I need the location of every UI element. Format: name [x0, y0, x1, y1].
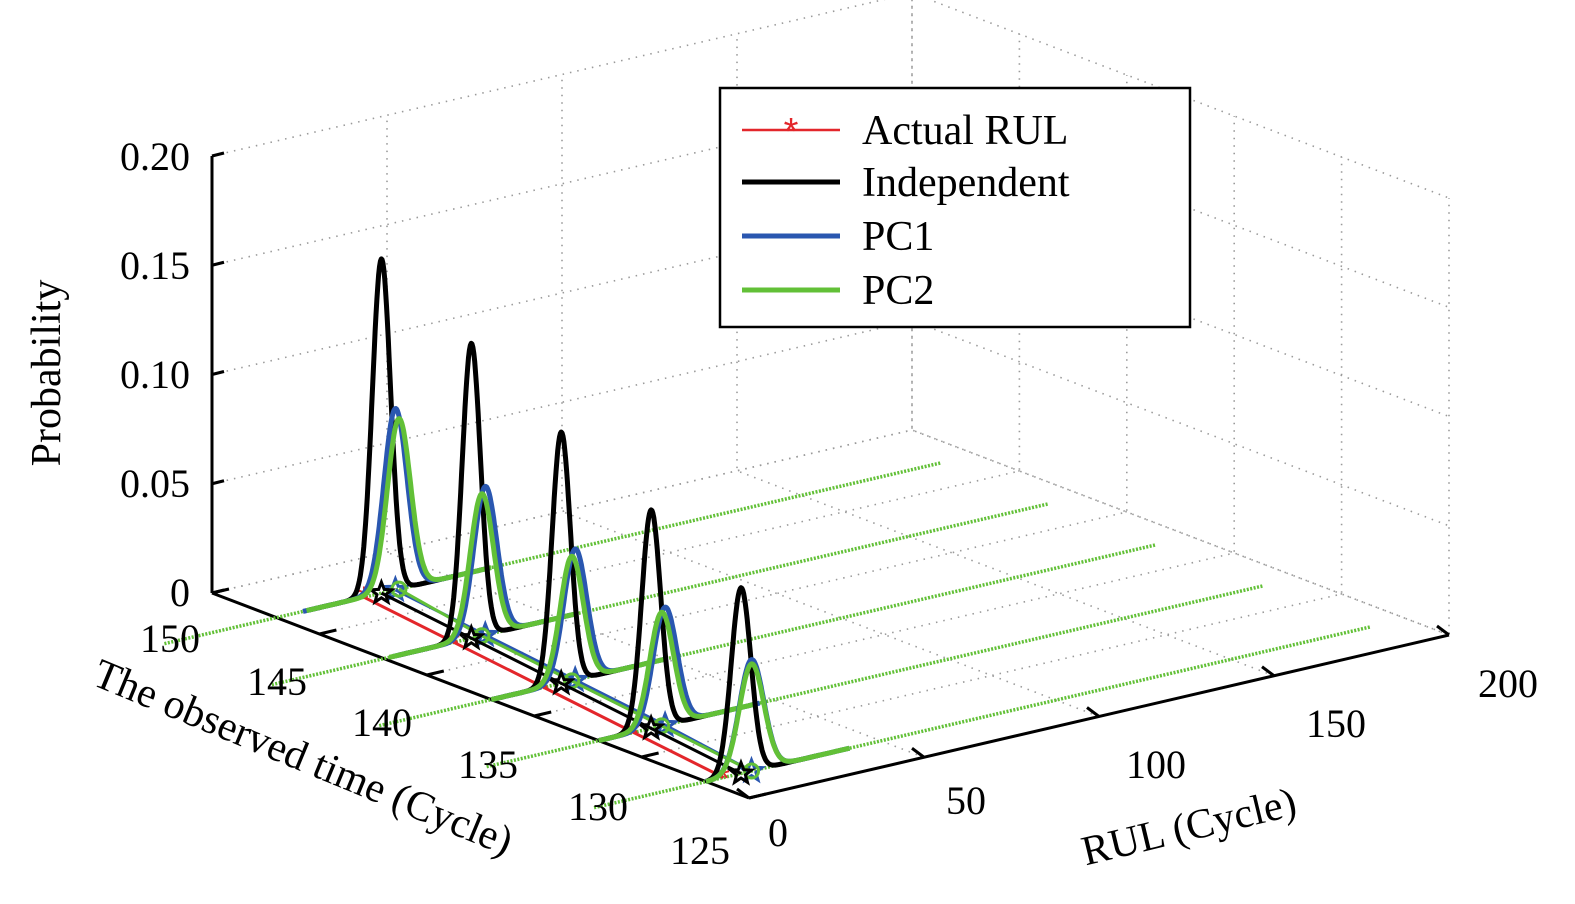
pc2-pdf-curve — [704, 661, 852, 784]
x-tick — [1086, 706, 1100, 718]
y-tick-label: 135 — [458, 742, 518, 787]
tick-labels: 0 0.05 0.10 0.15 0.20 150 145 140 135 13… — [120, 134, 1538, 873]
independent-mean-marker — [456, 622, 486, 651]
z-tick — [211, 370, 225, 376]
y-tick — [319, 628, 337, 636]
x-tick — [911, 747, 925, 759]
z-tick-label: 0.10 — [120, 352, 190, 397]
actual-rul-marker: * — [717, 761, 729, 797]
pc2-pdf-curve — [304, 416, 493, 614]
z-axis-label: Probability — [24, 280, 70, 467]
x-tick — [1261, 665, 1275, 677]
y-tick-label: 125 — [670, 828, 730, 873]
y-tick-label: 130 — [568, 784, 628, 829]
y-tick-label: 145 — [247, 659, 307, 704]
x-tick-label: 150 — [1306, 701, 1366, 746]
y-tick — [641, 751, 659, 759]
legend-label-independent: Independent — [862, 160, 1070, 206]
y-tick — [426, 669, 445, 677]
axes — [210, 151, 1450, 800]
y-tick — [748, 792, 767, 800]
y-axis — [211, 591, 750, 800]
z-tick-label: 0.15 — [120, 243, 190, 288]
x-axis-label: RUL (Cycle) — [1077, 779, 1301, 875]
z-tick-label: 0.20 — [120, 134, 190, 179]
pc2-pdf-curve — [597, 609, 758, 744]
y-tick-label: 140 — [352, 700, 412, 745]
independent-mean-marker — [636, 713, 666, 741]
legend-label-actual: Actual RUL — [862, 108, 1068, 154]
x-tick-label: 0 — [768, 810, 788, 855]
pdf-curves — [301, 256, 852, 784]
z-tick-label: 0 — [170, 570, 190, 615]
y-tick-label: 150 — [140, 616, 200, 661]
legend-label-pc1: PC1 — [862, 214, 934, 260]
independent-mean-marker — [366, 577, 396, 606]
legend-label-pc2: PC2 — [862, 268, 934, 314]
y-tick — [211, 587, 230, 595]
z-tick — [211, 260, 225, 267]
independent-mean-line — [380, 591, 742, 775]
z-tick — [211, 479, 225, 486]
legend: * Actual RUL Independent PC1 PC2 — [718, 86, 1192, 329]
y-tick — [533, 710, 552, 718]
legend-box — [718, 86, 1192, 329]
independent-pdf-curve — [307, 256, 456, 613]
independent-mean-marker — [546, 668, 576, 696]
x-tick-label: 50 — [946, 778, 986, 823]
x-tick-label: 200 — [1478, 661, 1538, 706]
x-tick — [736, 787, 750, 800]
z-tick — [211, 151, 225, 158]
pc2-pdf-curve — [387, 491, 576, 660]
independent-pdf-curve — [396, 340, 546, 658]
z-tick-label: 0.05 — [120, 461, 190, 506]
legend-marker-actual: * — [784, 111, 799, 153]
rul-markers: ***** — [358, 574, 767, 797]
independent-mean-marker — [726, 758, 756, 786]
x-tick — [1436, 624, 1450, 637]
x-tick-label: 100 — [1126, 742, 1186, 787]
